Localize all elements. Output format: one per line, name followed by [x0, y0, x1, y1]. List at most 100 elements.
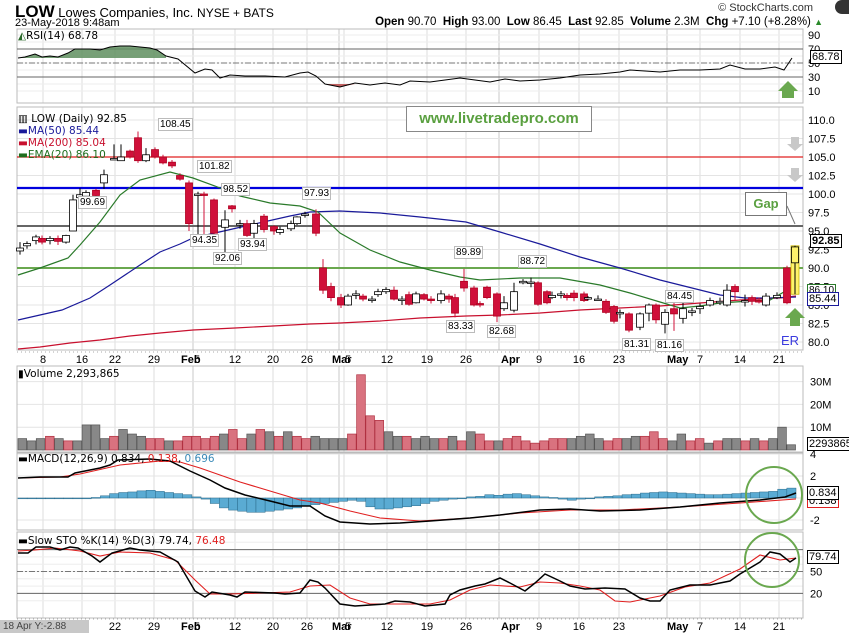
- volume-value-tag: 2293865: [807, 437, 849, 451]
- chart-datetime: 23-May-2018 9:48am: [15, 17, 120, 29]
- svg-text:5: 5: [345, 621, 351, 633]
- svg-text:26: 26: [460, 354, 472, 366]
- svg-text:Apr: Apr: [501, 621, 521, 633]
- high-value: 93.00: [471, 16, 501, 28]
- sto-panel: [17, 546, 803, 607]
- volume-bars-icon: ▮: [18, 368, 24, 380]
- svg-text:107.5: 107.5: [808, 134, 836, 146]
- price-legend-main: LOW (Daily) 92.85: [31, 113, 127, 125]
- ma50-swatch-icon: ▬: [18, 125, 28, 137]
- price-annotation-101.82: 101.82: [197, 160, 232, 173]
- change-label: Chg: [706, 16, 729, 28]
- svg-text:-2: -2: [810, 515, 820, 527]
- price-annotation-82.68: 82.68: [487, 325, 517, 338]
- svg-text:May: May: [667, 354, 689, 366]
- svg-text:80.0: 80.0: [808, 337, 829, 349]
- price-annotation-99.69: 99.69: [78, 196, 108, 209]
- quote-bar: Open 90.70 High 93.00 Low 86.45 Last 92.…: [375, 16, 823, 28]
- price-annotation-81.16: 81.16: [655, 339, 685, 352]
- chart-title: LOW Lowes Companies, Inc. NYSE + BATS: [15, 2, 274, 22]
- svg-text:12: 12: [381, 354, 393, 366]
- change-value: +7.10 (+8.28%): [731, 16, 811, 28]
- svg-text:16: 16: [573, 354, 585, 366]
- svg-text:May: May: [667, 621, 689, 633]
- ema20-legend: EMA(20) 86.10: [27, 149, 106, 161]
- gap-callout: Gap: [745, 192, 787, 216]
- svg-text:14: 14: [734, 354, 746, 366]
- price-annotation-88.72: 88.72: [518, 255, 548, 268]
- svg-text:Feb: Feb: [181, 621, 201, 633]
- price-annotation-84.45: 84.45: [665, 290, 695, 303]
- volume-label: Volume: [630, 16, 671, 28]
- ema20-swatch-icon: ▬: [18, 149, 28, 161]
- earnings-report-label: ER: [781, 333, 800, 348]
- svg-text:21: 21: [773, 621, 785, 633]
- axes: 110.0107.5105.0102.5100.097.595.092.590.…: [17, 30, 836, 633]
- sto-value-tag: 79.74: [807, 550, 839, 564]
- rsi-value-tag: 68.78: [810, 50, 842, 64]
- svg-text:22: 22: [109, 621, 121, 633]
- last-label: Last: [568, 16, 592, 28]
- price-panel: [16, 131, 803, 350]
- svg-text:12: 12: [229, 354, 241, 366]
- rsi-legend: ◭RSI(14) 68.78: [18, 30, 99, 42]
- sto-legend: ▬Slow STO %K(14) %D(3) 79.74, 76.48: [18, 535, 226, 547]
- svg-text:2: 2: [810, 471, 816, 483]
- ticker-symbol: LOW: [15, 2, 55, 21]
- svg-text:20: 20: [267, 621, 279, 633]
- svg-text:10M: 10M: [810, 422, 831, 434]
- price-annotation-92.06: 92.06: [213, 252, 243, 265]
- svg-text:20: 20: [810, 588, 822, 600]
- svg-text:29: 29: [148, 621, 160, 633]
- svg-text:14: 14: [734, 621, 746, 633]
- svg-text:19: 19: [421, 621, 433, 633]
- svg-text:12: 12: [229, 621, 241, 633]
- rsi-icon: ◭: [18, 30, 27, 42]
- volume-panel: [17, 374, 796, 451]
- svg-text:102.5: 102.5: [808, 171, 836, 183]
- ma200-legend: MA(200) 85.04: [27, 137, 106, 149]
- price-annotation-94.35: 94.35: [190, 234, 220, 247]
- price-annotation-81.31: 81.31: [622, 338, 652, 351]
- svg-text:8: 8: [40, 354, 46, 366]
- price-annotation-108.45: 108.45: [158, 118, 193, 131]
- svg-text:Mar: Mar: [332, 621, 352, 633]
- price-annotation-89.89: 89.89: [454, 246, 484, 259]
- price-legend: ▥ LOW (Daily) 92.85 ▬MA(50) 85.44 ▬MA(20…: [18, 113, 127, 161]
- price-annotation-98.52: 98.52: [221, 183, 251, 196]
- svg-text:16: 16: [76, 354, 88, 366]
- volume-value: 2.3M: [674, 16, 700, 28]
- svg-text:23: 23: [613, 621, 625, 633]
- volume-legend: ▮Volume 2,293,865: [18, 368, 120, 380]
- watermark-link[interactable]: www.livetradepro.com: [406, 106, 592, 132]
- svg-text:Feb: Feb: [181, 354, 201, 366]
- svg-text:7: 7: [697, 354, 703, 366]
- svg-text:30M: 30M: [810, 377, 831, 389]
- svg-text:5: 5: [345, 354, 351, 366]
- svg-text:82.5: 82.5: [808, 319, 829, 331]
- open-value: 90.70: [407, 16, 437, 28]
- svg-text:30: 30: [808, 72, 820, 84]
- last-value: 92.85: [595, 16, 624, 28]
- price-annotation-93.94: 93.94: [238, 238, 268, 251]
- last-price-tag: 92.85: [810, 234, 842, 248]
- svg-text:97.5: 97.5: [808, 208, 829, 220]
- low-label: Low: [506, 16, 530, 28]
- crosshair-tooltip: 18 Apr Y:-2.88: [0, 620, 89, 633]
- up-arrow-icon: ▲: [814, 17, 823, 27]
- svg-text:9: 9: [536, 621, 542, 633]
- svg-text:22: 22: [109, 354, 121, 366]
- candlestick-icon: ▥: [18, 113, 28, 125]
- ma50-tag: 85.44: [807, 292, 839, 306]
- svg-text:110.0: 110.0: [808, 115, 835, 127]
- svg-text:90: 90: [808, 30, 820, 42]
- svg-text:100.0: 100.0: [808, 189, 836, 201]
- company-name: Lowes Companies, Inc.: [58, 5, 194, 20]
- svg-text:26: 26: [301, 621, 313, 633]
- low-value: 86.45: [532, 16, 562, 28]
- copyright: © StockCharts.com: [718, 2, 813, 14]
- stockcharts-logo-icon: [835, 0, 849, 14]
- svg-text:19: 19: [421, 354, 433, 366]
- svg-text:50: 50: [810, 567, 822, 579]
